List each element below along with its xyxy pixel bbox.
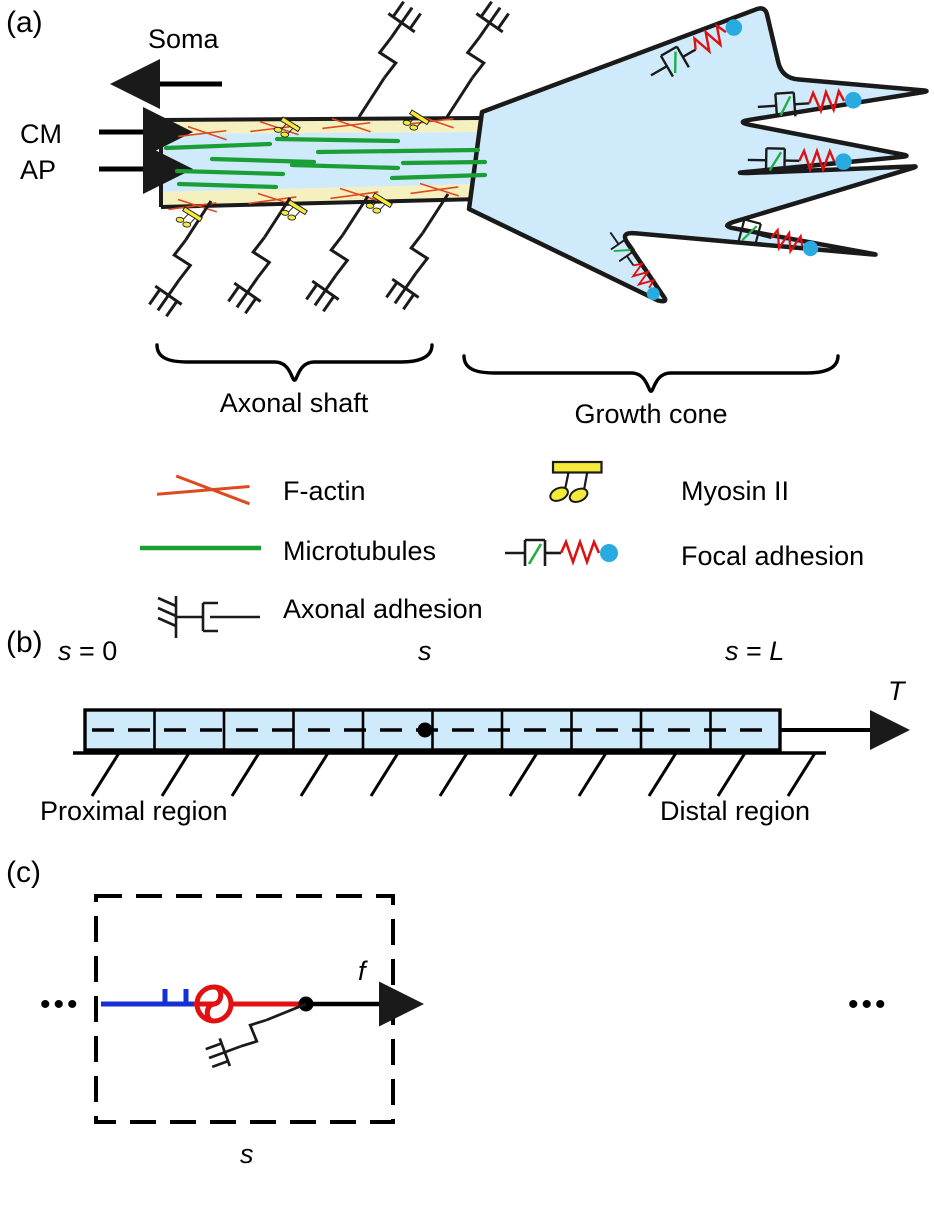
svg-text:•••: ••• bbox=[40, 988, 81, 1021]
svg-text:s: s bbox=[240, 1139, 254, 1169]
svg-text:Distal region: Distal region bbox=[660, 796, 810, 826]
svg-text:F-actin: F-actin bbox=[283, 476, 366, 506]
svg-text:Proximal region: Proximal region bbox=[40, 796, 228, 826]
svg-text:AP: AP bbox=[20, 155, 56, 185]
svg-text:s = 0: s = 0 bbox=[58, 636, 117, 666]
svg-text:s = L: s = L bbox=[725, 636, 784, 666]
svg-text:Myosin II: Myosin II bbox=[681, 476, 789, 506]
svg-text:Axonal shaft: Axonal shaft bbox=[220, 388, 369, 418]
svg-text:CM: CM bbox=[20, 119, 62, 149]
svg-text:(a): (a) bbox=[6, 6, 43, 39]
svg-text:•••: ••• bbox=[848, 988, 889, 1021]
svg-text:T: T bbox=[888, 676, 907, 706]
svg-text:(b): (b) bbox=[6, 626, 43, 659]
svg-text:Growth cone: Growth cone bbox=[574, 399, 727, 429]
svg-text:Axonal adhesion: Axonal adhesion bbox=[283, 594, 483, 624]
svg-text:Focal adhesion: Focal adhesion bbox=[681, 541, 864, 571]
svg-text:Microtubules: Microtubules bbox=[283, 536, 436, 566]
svg-text:s: s bbox=[418, 636, 432, 666]
svg-text:(c): (c) bbox=[6, 856, 41, 889]
svg-text:Soma: Soma bbox=[148, 24, 220, 54]
